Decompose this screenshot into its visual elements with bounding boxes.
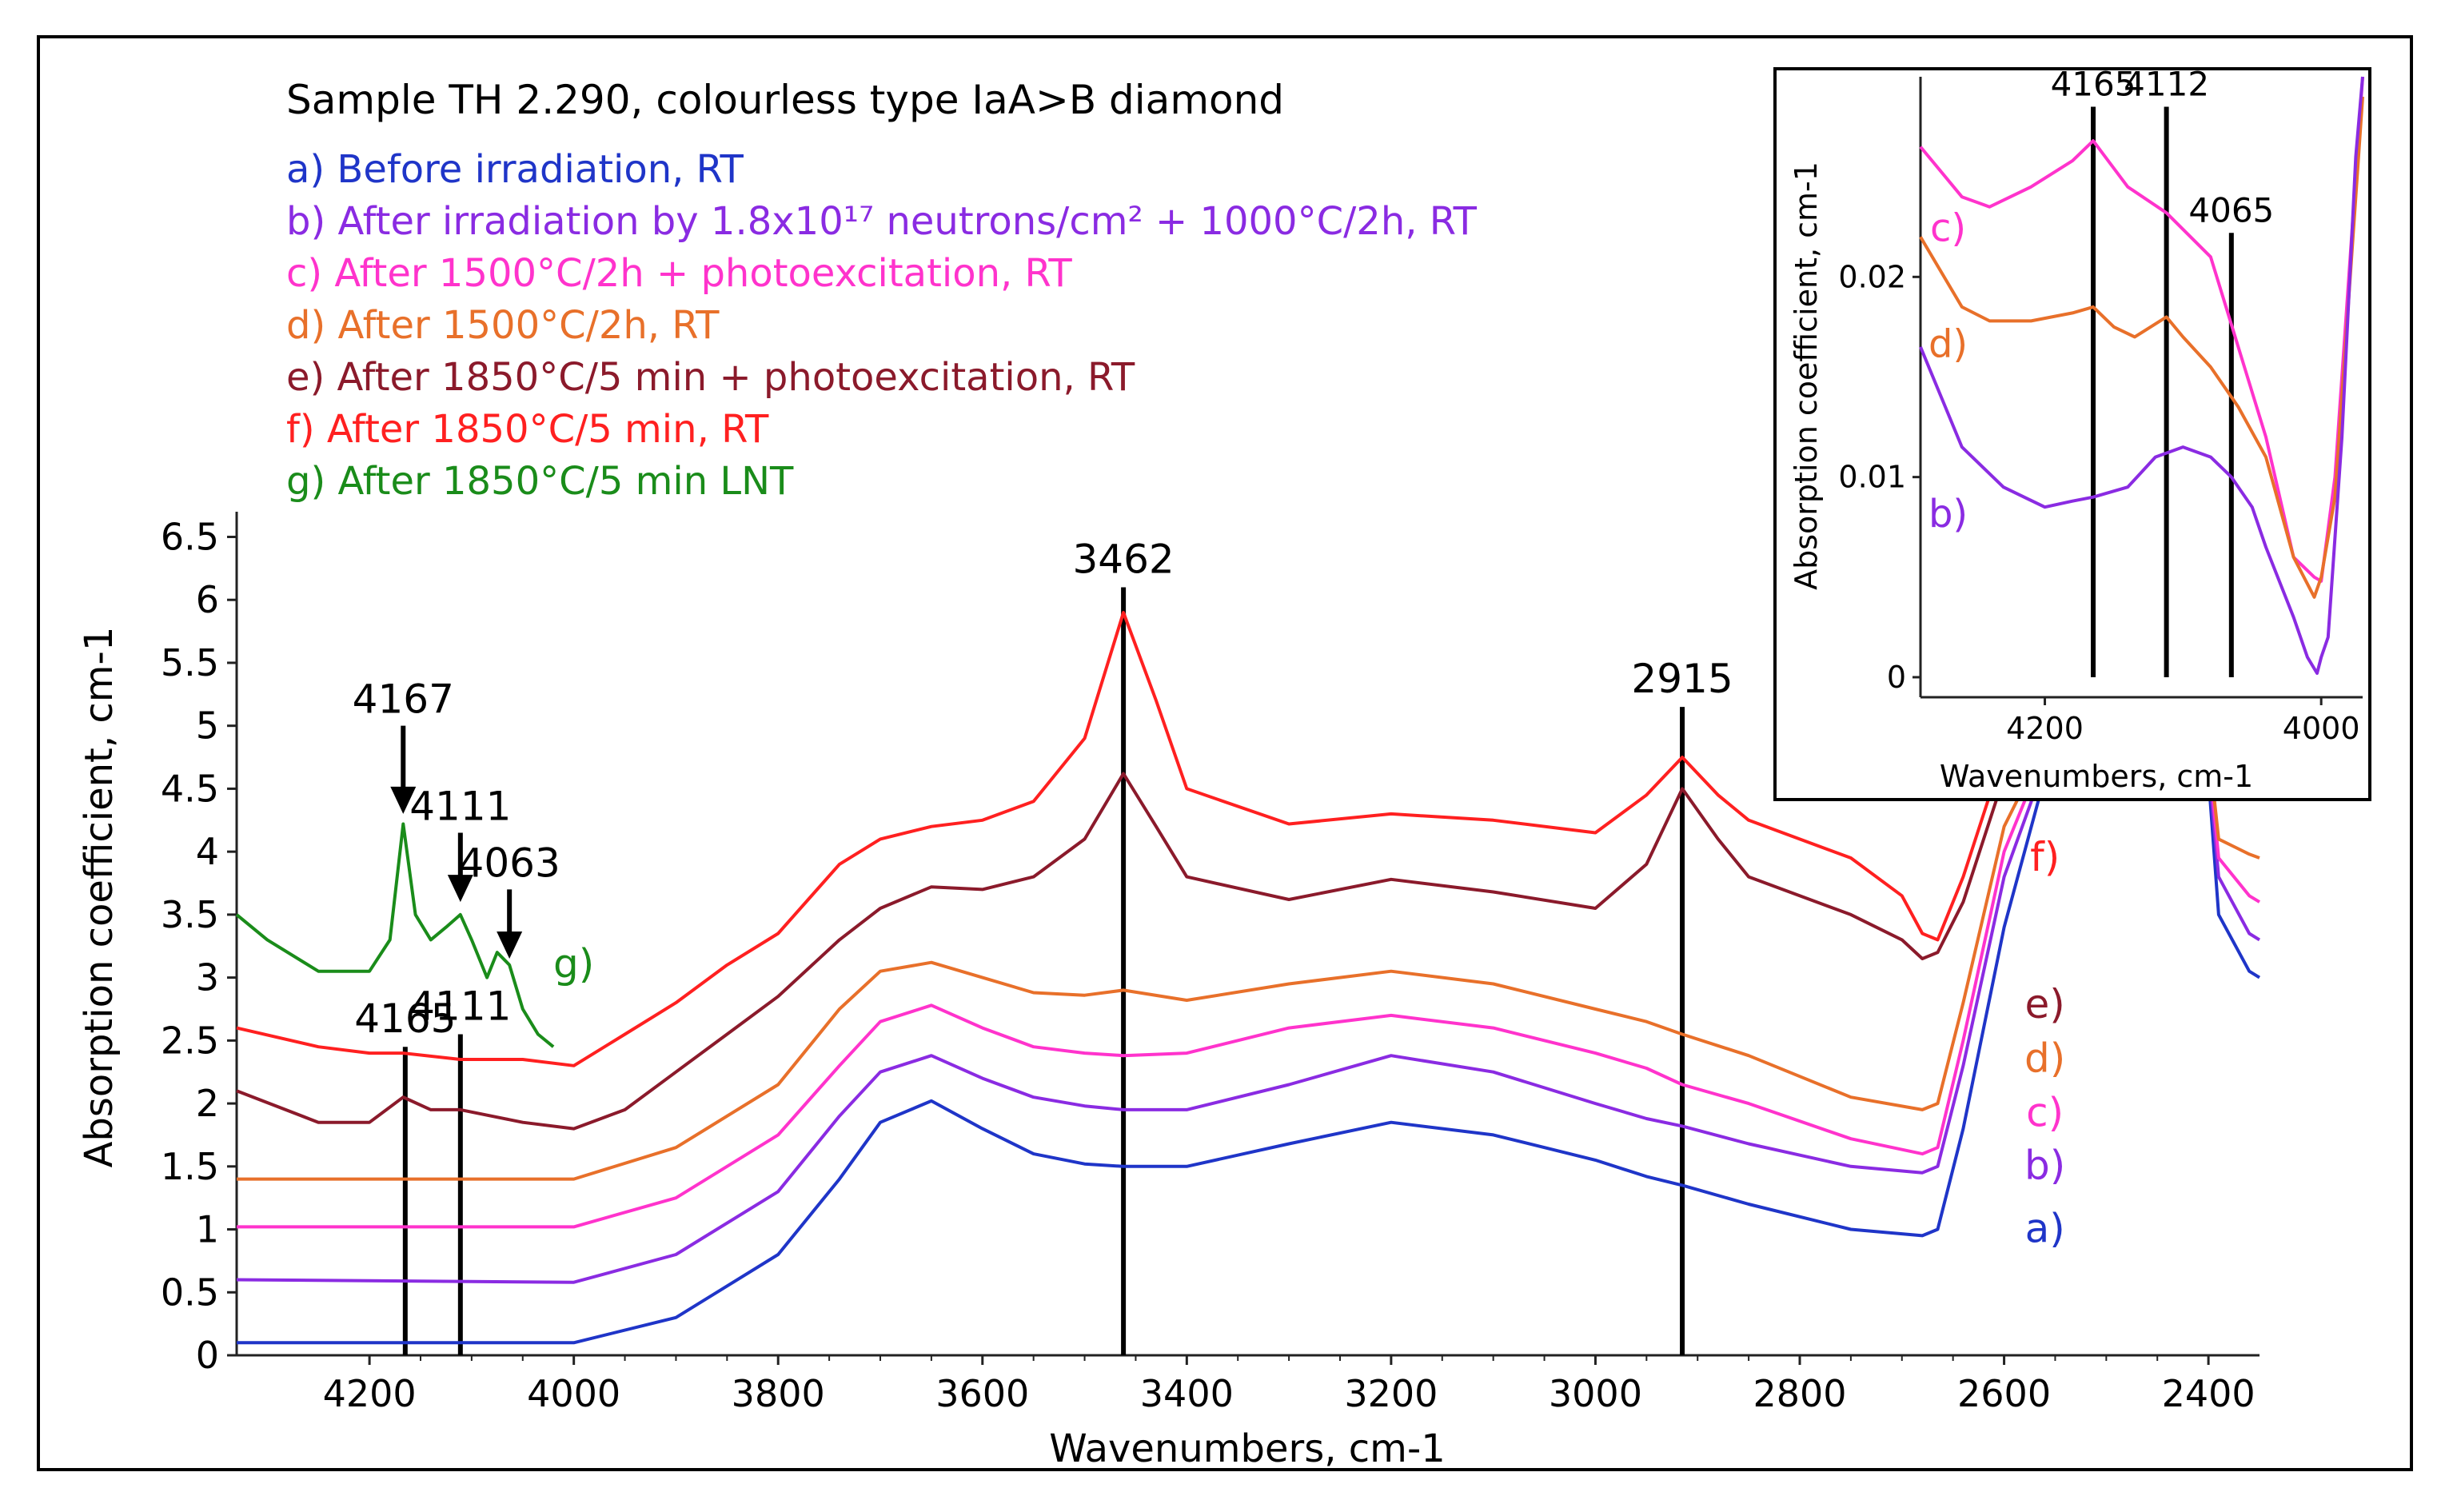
inset-peak-label-4065: 4065 <box>2188 190 2274 229</box>
y-tick-label: 6 <box>196 578 219 621</box>
legend: a) Before irradiation, RT b) After irradi… <box>286 147 1478 504</box>
legend-entry-4: e) After 1850°C/5 min + photoexcitation,… <box>286 355 1135 400</box>
peak-label-4111: 4111 <box>409 983 511 1029</box>
inset-frame <box>1773 67 2371 801</box>
x-tick-label: 3600 <box>935 1372 1029 1415</box>
x-tick-label: 3200 <box>1344 1372 1438 1415</box>
inset-y-tick-label: 0.01 <box>1838 460 1906 495</box>
series-line-f <box>236 611 2006 1067</box>
series-line-c <box>237 749 2261 1229</box>
inset-series-line-b <box>1919 76 2364 675</box>
y-tick-label: 3.5 <box>161 893 219 936</box>
legend-entry-0: a) Before irradiation, RT <box>286 147 744 192</box>
series-label-c: c) <box>2026 1089 2064 1135</box>
series-label-d: d) <box>2024 1035 2065 1082</box>
y-tick-label: 1.5 <box>161 1145 219 1188</box>
series-label-e: e) <box>2025 981 2065 1027</box>
x-axis-label: Wavenumbers, cm-1 <box>1049 1426 1446 1471</box>
inset-peak-label-4112: 4112 <box>2124 65 2209 104</box>
y-tick-label: 0 <box>196 1334 219 1377</box>
series-line-b <box>236 761 2261 1284</box>
y-tick-label: 2.5 <box>161 1019 219 1062</box>
inset-series-label-d: d) <box>1928 321 1968 366</box>
y-tick-label: 6.5 <box>161 515 219 558</box>
x-tick-label: 4200 <box>323 1372 417 1415</box>
inset-y-axis-label: Absorption coefficient, cm-1 <box>1789 162 1824 590</box>
inset-x-axis-label: Wavenumbers, cm-1 <box>1940 759 2253 794</box>
y-tick-label: 1 <box>196 1208 219 1251</box>
series-label-g: g) <box>553 941 594 987</box>
main-axes: 4200 4000 3800 3600 3400 3200 3000 2800 2600 2400… <box>161 512 2260 1415</box>
x-tick-label: 2400 <box>2162 1372 2256 1415</box>
inset-series-label-b: b) <box>1928 492 1968 537</box>
y-tick-label: 5 <box>196 704 219 748</box>
series-line-e <box>236 772 2006 1131</box>
arrow-label-4111: 4111 <box>409 784 511 830</box>
y-tick-label: 2 <box>196 1082 219 1125</box>
x-tick-label: 4000 <box>527 1372 620 1415</box>
series-label-f: f) <box>2030 834 2060 880</box>
inset-peak-label-4165: 4165 <box>2051 65 2136 104</box>
x-tick-label: 3000 <box>1549 1372 1642 1415</box>
arrow-head-4063 <box>497 931 523 959</box>
series-label-a: a) <box>2025 1205 2065 1251</box>
inset-y-tick-label: 0.02 <box>1838 259 1906 294</box>
y-tick-label: 4 <box>196 830 219 873</box>
series-line-a <box>237 774 2261 1345</box>
peak-label-4165: 4165 <box>354 995 456 1042</box>
x-tick-label: 2800 <box>1753 1372 1846 1415</box>
legend-entry-3: d) After 1500°C/2h, RT <box>286 303 720 348</box>
inset-series-label-c: c) <box>1930 205 1966 250</box>
peak-label-2915: 2915 <box>1631 656 1733 702</box>
legend-entry-2: c) After 1500°C/2h + photoexcitation, RT <box>286 251 1072 296</box>
x-tick-label: 3800 <box>732 1372 825 1415</box>
y-tick-label: 5.5 <box>161 641 219 684</box>
inset-series-line-d <box>1919 96 2364 599</box>
y-axis-label: Absorption coefficient, cm-1 <box>77 627 122 1168</box>
y-tick-label: 0.5 <box>161 1271 219 1314</box>
arrow-label-4063: 4063 <box>459 840 560 886</box>
y-tick-label: 4.5 <box>161 767 219 810</box>
arrow-head-4167 <box>390 786 417 814</box>
x-tick-label: 3400 <box>1140 1372 1234 1415</box>
legend-entry-1: b) After irradiation by 1.8x10¹⁷ neutron… <box>286 199 1478 244</box>
inset-y-tick-label: 0 <box>1887 660 1906 695</box>
series-line-g <box>235 822 555 1048</box>
inset-x-tick-label: 4200 <box>2006 711 2084 746</box>
chart-title: Sample TH 2.290, colourless type IaA>B d… <box>286 77 1284 123</box>
y-tick-label: 3 <box>196 956 219 999</box>
series-label-b: b) <box>2024 1143 2065 1189</box>
annotations: 4167 4111 4063 <box>353 676 560 959</box>
legend-entry-6: g) After 1850°C/5 min LNT <box>286 459 794 504</box>
inset-x-tick-label: 4000 <box>2283 711 2360 746</box>
arrow-head-4111 <box>447 875 473 903</box>
arrow-label-4167: 4167 <box>353 676 454 723</box>
x-tick-label: 2600 <box>1957 1372 2051 1415</box>
peak-label-3462: 3462 <box>1072 536 1174 582</box>
legend-entry-5: f) After 1850°C/5 min, RT <box>286 407 769 452</box>
